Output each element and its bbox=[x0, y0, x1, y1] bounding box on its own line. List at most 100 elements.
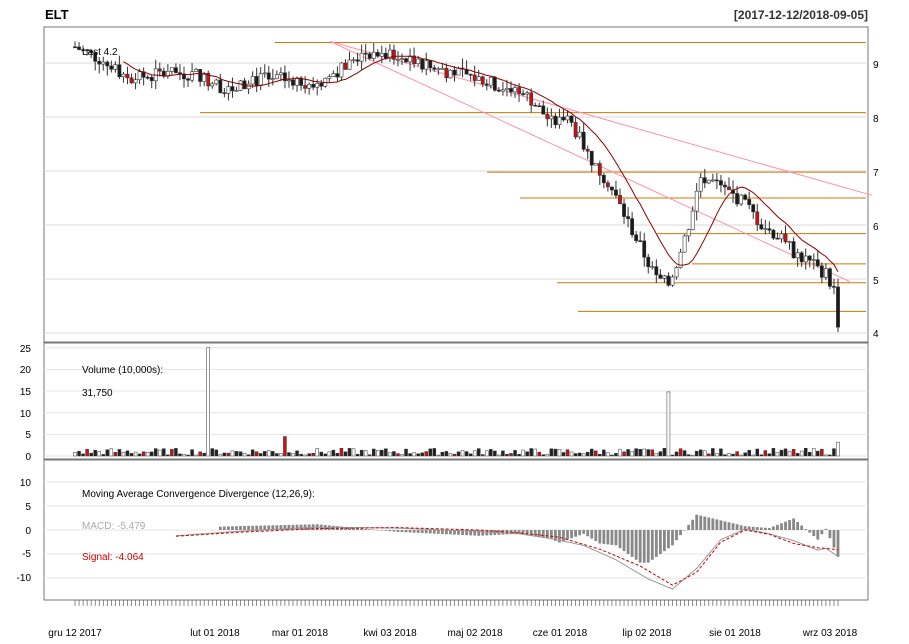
candle-body bbox=[327, 76, 332, 79]
macd-histogram-bar bbox=[622, 530, 626, 552]
macd-histogram-bar bbox=[654, 530, 658, 557]
volume-bar bbox=[513, 450, 517, 457]
candle-body bbox=[121, 73, 126, 78]
candle-body bbox=[767, 228, 772, 231]
volume-bar bbox=[678, 448, 683, 457]
volume-bar bbox=[497, 454, 501, 457]
volume-bar bbox=[618, 448, 622, 457]
macd-histogram-bar bbox=[392, 530, 396, 532]
candle-body bbox=[509, 88, 513, 93]
volume-bar bbox=[174, 448, 178, 457]
macd-histogram-bar bbox=[739, 525, 743, 530]
volume-bar bbox=[634, 448, 638, 457]
candle-body bbox=[763, 228, 768, 230]
candle-body bbox=[634, 234, 639, 241]
candle-body bbox=[133, 79, 138, 84]
macd-histogram-bar bbox=[279, 525, 283, 530]
candle-body bbox=[129, 77, 134, 84]
volume-bar bbox=[295, 450, 299, 457]
macd-histogram-bar bbox=[344, 526, 347, 530]
macd-histogram-bar bbox=[400, 530, 404, 533]
macd-histogram-bar bbox=[247, 525, 250, 530]
candle-body bbox=[258, 73, 263, 86]
volume-bar bbox=[73, 451, 77, 457]
volume-bar bbox=[727, 453, 731, 457]
macd-histogram-bar bbox=[267, 525, 271, 530]
candle-body bbox=[492, 76, 497, 91]
macd-histogram-bar bbox=[477, 530, 481, 536]
price-tick: 9 bbox=[873, 60, 879, 71]
volume-bar bbox=[581, 453, 586, 457]
volume-bar bbox=[319, 451, 324, 457]
macd-histogram-bar bbox=[517, 530, 521, 534]
volume-bar bbox=[585, 451, 590, 457]
candle-body bbox=[444, 67, 449, 79]
candle-body bbox=[702, 177, 707, 184]
candle-body bbox=[238, 80, 243, 91]
candle-body bbox=[202, 72, 207, 82]
volume-bar bbox=[480, 454, 485, 457]
candle-body bbox=[299, 77, 303, 86]
macd-histogram-bar bbox=[574, 530, 577, 537]
x-axis-label: mar 01 2018 bbox=[272, 628, 329, 639]
volume-bar bbox=[836, 441, 840, 457]
candle-body bbox=[250, 76, 255, 85]
volume-bar bbox=[125, 450, 130, 457]
candle-body bbox=[836, 286, 840, 328]
macd-tick: -10 bbox=[17, 573, 32, 584]
volume-bar bbox=[630, 450, 634, 457]
macd-histogram-bar bbox=[594, 530, 598, 542]
candle-body bbox=[658, 274, 663, 279]
macd-histogram-bar bbox=[642, 530, 646, 563]
volume-bar bbox=[755, 448, 760, 457]
candle-body bbox=[484, 83, 489, 86]
volume-bar bbox=[97, 451, 101, 457]
x-axis-label: kwi 03 2018 bbox=[363, 628, 417, 639]
candle-body bbox=[593, 163, 598, 166]
volume-bar bbox=[501, 450, 505, 457]
candle-body bbox=[371, 52, 376, 59]
macd-histogram-bar bbox=[218, 526, 222, 530]
candle-body bbox=[174, 67, 178, 73]
volume-bar bbox=[803, 448, 808, 457]
volume-bar bbox=[190, 449, 194, 457]
x-axis: gru 12 2017 lut 01 2018 mar 01 2018 kwi … bbox=[48, 628, 857, 639]
volume-bar bbox=[602, 449, 606, 457]
macd-histogram-bar bbox=[469, 530, 473, 536]
candle-body bbox=[77, 46, 81, 50]
macd-histogram-bar bbox=[598, 530, 602, 544]
candle-body bbox=[682, 235, 687, 253]
macd-histogram-bar bbox=[303, 524, 307, 530]
macd-histogram-bar bbox=[481, 530, 485, 536]
candle-body bbox=[448, 69, 453, 79]
macd-histogram-bar bbox=[352, 527, 355, 530]
volume-bar bbox=[779, 449, 784, 457]
candle-body bbox=[396, 58, 400, 61]
candle-body bbox=[311, 83, 316, 88]
macd-histogram-bar bbox=[231, 526, 234, 530]
volume-bar bbox=[363, 450, 368, 457]
volume-bar bbox=[182, 454, 186, 457]
volume-bar bbox=[642, 448, 646, 457]
candle-body bbox=[787, 241, 792, 243]
volume-bar bbox=[521, 449, 525, 457]
volume-bar bbox=[509, 453, 513, 457]
volume-bar bbox=[468, 453, 473, 457]
macd-histogram-bar bbox=[715, 519, 719, 530]
candle-body bbox=[234, 90, 239, 92]
volume-bar bbox=[719, 448, 723, 457]
volume-bar bbox=[456, 451, 461, 457]
macd-histogram-bar bbox=[711, 518, 715, 530]
macd-histogram-bar bbox=[424, 530, 428, 534]
macd-histogram-bar bbox=[800, 525, 804, 530]
volume-bar bbox=[533, 448, 537, 457]
candle-body bbox=[759, 224, 764, 230]
volume-bar bbox=[153, 448, 158, 457]
candle-body bbox=[392, 49, 396, 60]
candle-body bbox=[694, 190, 699, 212]
macd-histogram-bar bbox=[295, 524, 299, 530]
macd-title: Moving Average Convergence Divergence (1… bbox=[82, 489, 315, 500]
volume-last-value: 31,750 bbox=[82, 388, 113, 399]
candle-body bbox=[626, 216, 630, 219]
candle-body bbox=[646, 256, 651, 268]
